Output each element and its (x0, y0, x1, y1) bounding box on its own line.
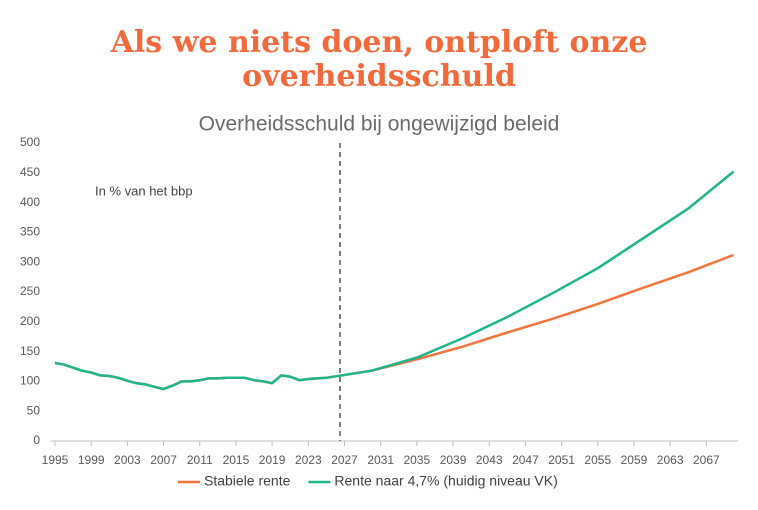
x-tick-label: 2043 (476, 453, 503, 467)
x-tick-label: 2047 (512, 453, 539, 467)
y-tick-label: 250 (20, 284, 40, 298)
x-tick-label: 2019 (259, 453, 286, 467)
x-tick-label: 2007 (150, 453, 177, 467)
x-tick-label: 1999 (78, 453, 105, 467)
x-tick-label: 2059 (621, 453, 648, 467)
x-tick-label: 2035 (404, 453, 431, 467)
y-tick-label: 300 (20, 254, 40, 268)
x-tick-label: 2011 (187, 453, 213, 467)
y-tick-label: 100 (20, 374, 40, 388)
y-tick-label: 50 (27, 403, 41, 417)
legend-label: Stabiele rente (204, 473, 291, 489)
y-tick-label: 500 (20, 135, 40, 149)
x-tick-label: 1995 (42, 453, 69, 467)
x-tick-label: 2051 (548, 453, 575, 467)
chart-title: Als we niets doen, ontploft onze overheid… (110, 25, 648, 94)
annotation: In % van het bbp (95, 183, 193, 198)
series-line (54, 253, 734, 391)
x-tick-label: 2063 (657, 453, 684, 467)
y-tick-label: 350 (20, 225, 40, 239)
y-tick-label: 150 (20, 344, 40, 358)
y-tick-label: 0 (33, 433, 40, 447)
x-tick-label: 2027 (331, 453, 358, 467)
x-tick-label: 2023 (295, 453, 322, 467)
y-tick-label: 200 (20, 314, 40, 328)
x-tick-label: 2031 (367, 453, 394, 467)
x-tick-label: 2015 (223, 453, 250, 467)
x-tick-label: 2039 (440, 453, 467, 467)
legend-label: Rente naar 4,7% (huidig niveau VK) (334, 473, 557, 489)
x-tick-label: 2055 (584, 453, 611, 467)
x-tick-label: 2003 (114, 453, 141, 467)
y-tick-label: 450 (20, 165, 40, 179)
series-line (54, 170, 735, 391)
y-tick-label: 400 (20, 195, 40, 209)
chart-subtitle: Overheidsschuld bij ongewijzigd beleid (199, 113, 560, 136)
x-tick-label: 2067 (693, 453, 720, 467)
